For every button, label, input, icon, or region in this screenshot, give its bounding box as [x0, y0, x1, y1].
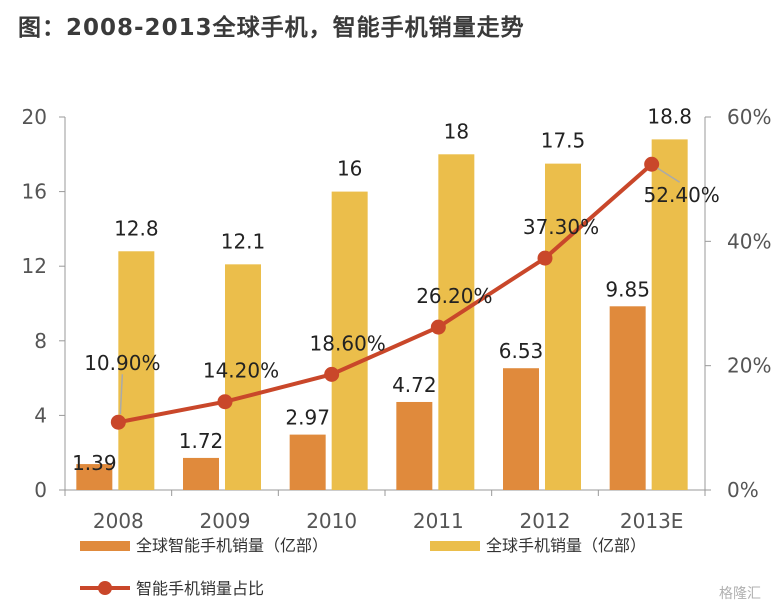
x-tick-label: 2011 — [413, 509, 464, 533]
legend-swatch-marker — [98, 581, 112, 595]
legend-label: 全球手机销量（亿部） — [486, 536, 646, 555]
y-left-tick-label: 20 — [22, 105, 47, 129]
smartphone-share-line — [117, 162, 653, 425]
phone-sales-label: 17.5 — [541, 129, 586, 153]
legend-swatch — [80, 541, 130, 551]
smartphone-sales-label: 4.72 — [392, 373, 437, 397]
phone-sales-label: 12.1 — [221, 229, 266, 253]
smartphone-sales-bar — [183, 457, 219, 490]
smartphone-share-point — [537, 250, 553, 266]
smartphone-share-label: 18.60% — [310, 331, 386, 355]
phone-sales-label: 12.8 — [114, 216, 159, 240]
y-left-tick-label: 8 — [34, 329, 47, 353]
x-tick-label: 2012 — [520, 509, 571, 533]
y-right-tick-label: 40% — [727, 229, 771, 253]
smartphone-sales-label: 1.39 — [72, 451, 117, 475]
smartphone-sales-label: 1.72 — [179, 429, 224, 453]
phone-sales-label: 18 — [444, 119, 469, 143]
legend-label: 智能手机销量占比 — [136, 579, 264, 598]
phone-sales-bar — [225, 264, 261, 490]
y-right-tick-label: 60% — [727, 105, 771, 129]
smartphone-sales-bar — [76, 464, 113, 490]
smartphone-share-point — [217, 394, 233, 410]
smartphone-sales-bar — [396, 401, 433, 490]
phone-sales-bar — [331, 191, 368, 490]
x-tick-label: 2008 — [93, 509, 144, 533]
phone-sales-bar — [545, 163, 581, 490]
smartphone-sales-label: 2.97 — [285, 406, 330, 430]
smartphone-share-point — [644, 156, 660, 172]
smartphone-share-point — [430, 319, 446, 335]
smartphone-sales-bar — [503, 368, 539, 490]
y-left-tick-label: 4 — [34, 403, 47, 427]
legend-label: 全球智能手机销量（亿部） — [136, 536, 328, 555]
smartphone-share-label: 52.40% — [644, 183, 720, 207]
phone-sales-bar — [118, 251, 155, 490]
y-right-tick-label: 20% — [727, 354, 771, 378]
x-tick-label: 2013E — [620, 509, 684, 533]
smartphone-sales-bar — [289, 434, 326, 490]
phone-sales-bar — [651, 139, 688, 490]
smartphone-share-point — [324, 366, 340, 382]
phone-sales-label: 16 — [337, 157, 362, 181]
y-left-tick-label: 12 — [22, 254, 47, 278]
y-right-tick-label: 0% — [727, 478, 759, 502]
smartphone-share-label: 10.90% — [84, 351, 160, 375]
x-tick-label: 2009 — [200, 509, 251, 533]
share-label-leader — [119, 374, 124, 415]
smartphone-sales-label: 6.53 — [499, 339, 544, 363]
smartphone-share-label: 26.20% — [416, 284, 492, 308]
smartphone-share-label: 14.20% — [203, 359, 279, 383]
y-left-tick-label: 0 — [34, 478, 47, 502]
smartphone-sales-bar — [609, 306, 646, 490]
smartphone-share-point — [110, 414, 126, 430]
share-label-leader — [657, 167, 681, 183]
y-left-tick-label: 16 — [22, 180, 47, 204]
phone-sales-label: 18.8 — [647, 104, 692, 128]
legend-swatch — [430, 541, 480, 551]
watermark: 格隆汇 — [719, 586, 761, 602]
smartphone-share-label: 37.30% — [523, 215, 599, 239]
smartphone-sales-label: 9.85 — [605, 277, 650, 301]
chart-title: 图：2008-2013全球手机，智能手机销量走势 — [18, 15, 525, 41]
x-tick-label: 2010 — [306, 509, 357, 533]
